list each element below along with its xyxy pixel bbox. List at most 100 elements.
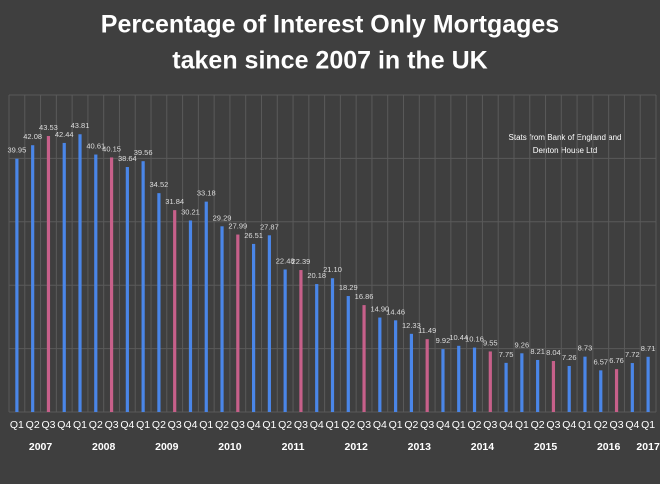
- bar: [646, 356, 650, 412]
- bar: [62, 142, 66, 412]
- bar: [251, 243, 256, 412]
- data-label: 14.46: [386, 307, 405, 316]
- bar: [188, 220, 193, 412]
- year-label: 2016: [597, 441, 621, 453]
- data-label: 42.08: [23, 132, 42, 141]
- bar: [94, 154, 98, 412]
- x-tick-label: Q2: [89, 419, 103, 431]
- x-tick-label: Q2: [152, 419, 166, 431]
- x-tick-label: Q4: [247, 419, 261, 431]
- x-tick-label: Q2: [594, 419, 608, 431]
- data-label: 26.51: [244, 231, 263, 240]
- x-tick-label: Q3: [41, 419, 55, 431]
- data-label: 20.18: [307, 271, 326, 280]
- x-tick-label: Q4: [625, 419, 639, 431]
- x-tick-label: Q4: [562, 419, 576, 431]
- x-tick-label: Q1: [199, 419, 213, 431]
- x-tick-label: Q4: [183, 419, 197, 431]
- x-tick-label: Q2: [26, 419, 40, 431]
- x-tick-label: Q1: [73, 419, 87, 431]
- x-tick-label: Q2: [278, 419, 292, 431]
- x-tick-label: Q3: [483, 419, 497, 431]
- x-tick-label: Q1: [325, 419, 339, 431]
- x-tick-label: Q1: [452, 419, 466, 431]
- x-tick-label: Q3: [357, 419, 371, 431]
- data-label: 42.44: [55, 130, 74, 139]
- bar: [488, 351, 492, 412]
- bar: [504, 362, 508, 412]
- bar: [457, 345, 461, 412]
- data-label: 10.44: [449, 333, 468, 342]
- annotation: Stats from Bank of England and: [509, 133, 622, 142]
- data-label: 33.18: [197, 189, 216, 198]
- data-label: 40.15: [102, 144, 121, 153]
- bar: [283, 269, 287, 412]
- data-label: 8.73: [578, 344, 593, 353]
- year-label: 2010: [218, 441, 242, 453]
- x-tick-label: Q1: [136, 419, 150, 431]
- bar: [520, 353, 524, 412]
- bar: [378, 317, 382, 412]
- data-label: 10.16: [465, 335, 484, 344]
- data-label: 43.53: [39, 123, 58, 132]
- chart-title: Percentage of Interest Only Mortgages: [101, 11, 559, 39]
- data-label: 16.86: [355, 292, 374, 301]
- bar: [173, 210, 177, 412]
- bar: [409, 333, 414, 412]
- data-label: 6.76: [609, 356, 624, 365]
- bar: [536, 359, 540, 412]
- bar: [362, 305, 366, 412]
- annotation: Denton House Ltd: [533, 146, 598, 155]
- data-label: 39.95: [7, 146, 26, 155]
- x-tick-label: Q1: [10, 419, 24, 431]
- data-label: 7.72: [625, 350, 640, 359]
- year-label: 2009: [155, 441, 179, 453]
- data-label: 18.29: [339, 283, 358, 292]
- bar: [46, 136, 51, 412]
- year-label: 2015: [534, 441, 558, 453]
- data-label: 21.10: [323, 265, 342, 274]
- x-tick-label: Q1: [641, 419, 655, 431]
- x-tick-label: Q1: [389, 419, 403, 431]
- bar: [630, 363, 634, 412]
- x-tick-label: Q2: [404, 419, 418, 431]
- x-tick-label: Q4: [436, 419, 450, 431]
- data-label: 9.92: [436, 336, 451, 345]
- year-label: 2012: [344, 441, 368, 453]
- x-tick-label: Q3: [420, 419, 434, 431]
- x-tick-label: Q3: [231, 419, 245, 431]
- x-tick-label: Q3: [105, 419, 119, 431]
- year-label: 2014: [471, 441, 495, 453]
- bar: [315, 284, 319, 412]
- data-label: 22.39: [292, 257, 311, 266]
- bar: [15, 158, 19, 412]
- data-label: 9.26: [515, 340, 530, 349]
- bar: [551, 361, 556, 412]
- x-tick-label: Q2: [215, 419, 229, 431]
- bar: [204, 201, 208, 412]
- year-label: 2011: [282, 441, 305, 453]
- x-tick-label: Q4: [373, 419, 387, 431]
- x-tick-label: Q3: [610, 419, 624, 431]
- x-tick-label: Q1: [578, 419, 592, 431]
- x-tick-label: Q4: [310, 419, 324, 431]
- bar: [472, 347, 477, 412]
- bar: [267, 235, 271, 412]
- year-label: 2017: [636, 441, 660, 453]
- year-label: 2008: [92, 441, 116, 453]
- data-label: 31.84: [165, 197, 184, 206]
- data-label: 7.26: [562, 353, 577, 362]
- x-tick-label: Q2: [468, 419, 482, 431]
- data-label: 29.29: [213, 213, 232, 222]
- x-tick-label: Q4: [120, 419, 134, 431]
- x-tick-label: Q3: [294, 419, 308, 431]
- bar: [567, 365, 571, 412]
- data-label: 14.90: [370, 305, 389, 314]
- data-label: 34.52: [150, 180, 169, 189]
- data-label: 40.61: [86, 142, 105, 151]
- chart-title: taken since 2007 in the UK: [172, 47, 487, 75]
- x-tick-label: Q2: [531, 419, 545, 431]
- bar: [125, 167, 129, 412]
